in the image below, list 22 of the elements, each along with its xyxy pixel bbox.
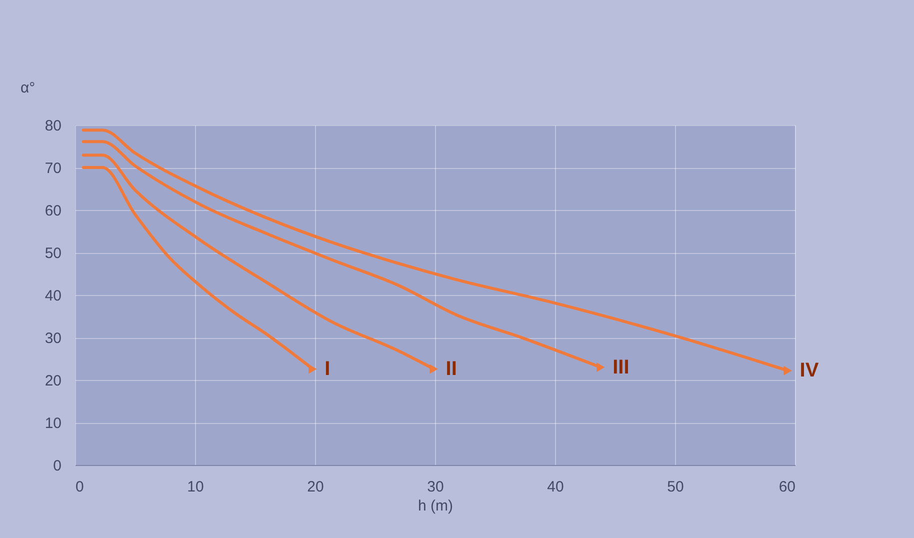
y-tick-label: 30 [44, 330, 62, 347]
x-tick-label: 0 [76, 478, 84, 496]
y-axis-title: α° [20, 80, 36, 96]
x-tick-label: 10 [187, 478, 204, 496]
y-tick-label: 20 [44, 372, 62, 390]
y-tick-label: 60 [44, 202, 62, 220]
x-tick-label: 20 [307, 478, 324, 496]
y-tick-label: 70 [44, 160, 62, 177]
y-tick-label: 10 [44, 415, 62, 432]
x-axis-title: h (m) [418, 498, 453, 514]
series-label: I [324, 358, 330, 380]
series-label: II [446, 358, 457, 380]
y-tick-label: 50 [44, 245, 62, 262]
x-tick-label: 60 [778, 478, 796, 496]
series-label: III [612, 356, 630, 378]
y-tick-label: 0 [53, 458, 62, 474]
y-tick-label: 40 [44, 288, 62, 304]
series-label: IV [800, 360, 820, 382]
x-tick-label: 40 [547, 478, 564, 496]
y-tick-label: 80 [44, 118, 62, 134]
x-tick-label: 50 [667, 478, 684, 496]
x-tick-label: 30 [427, 478, 444, 496]
